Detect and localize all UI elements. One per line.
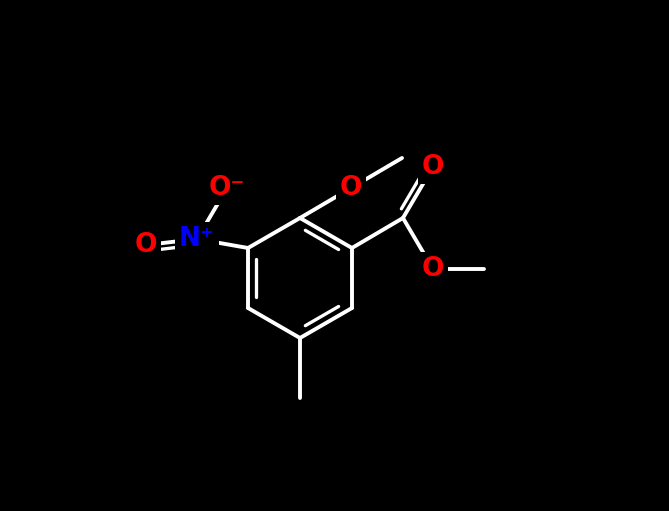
Text: O: O (421, 256, 444, 282)
Text: O: O (421, 154, 444, 180)
Text: N⁺: N⁺ (179, 226, 215, 252)
Text: O: O (134, 232, 157, 258)
Text: O⁻: O⁻ (209, 175, 246, 201)
Text: O: O (340, 175, 362, 201)
